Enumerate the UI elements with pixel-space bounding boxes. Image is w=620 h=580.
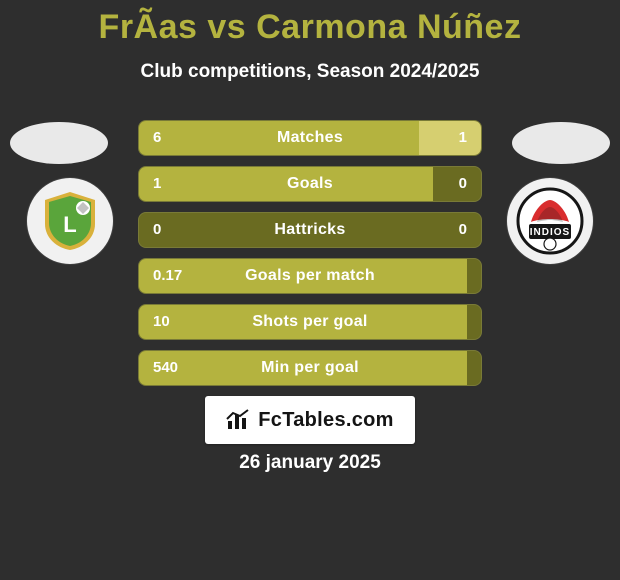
stat-row: 10Shots per goal xyxy=(138,304,482,340)
stat-label: Matches xyxy=(139,121,481,155)
branding-text: FcTables.com xyxy=(258,409,394,432)
leon-badge-icon: L xyxy=(39,190,101,252)
stat-label: Shots per goal xyxy=(139,305,481,339)
stat-label: Goals xyxy=(139,167,481,201)
svg-text:L: L xyxy=(63,212,76,237)
footer-date: 26 january 2025 xyxy=(0,452,620,474)
club-right-badge: INDIOS xyxy=(507,178,593,264)
page-subtitle: Club competitions, Season 2024/2025 xyxy=(0,61,620,83)
club-left-badge: L xyxy=(27,178,113,264)
stat-row: 0.17Goals per match xyxy=(138,258,482,294)
stat-row: 61Matches xyxy=(138,120,482,156)
player-right-photo-placeholder xyxy=(512,122,610,164)
player-left-photo-placeholder xyxy=(10,122,108,164)
stat-row: 540Min per goal xyxy=(138,350,482,386)
indios-badge-icon: INDIOS xyxy=(515,186,585,256)
svg-text:INDIOS: INDIOS xyxy=(530,227,570,238)
stat-label: Goals per match xyxy=(139,259,481,293)
stat-label: Hattricks xyxy=(139,213,481,247)
branding-plate: FcTables.com xyxy=(205,396,415,444)
stat-row: 00Hattricks xyxy=(138,212,482,248)
bar-chart-icon xyxy=(226,409,252,431)
stat-row: 10Goals xyxy=(138,166,482,202)
stat-label: Min per goal xyxy=(139,351,481,385)
page-title: FrÃ­as vs Carmona Núñez xyxy=(0,0,620,47)
stats-container: 61Matches 10Goals 00Hattricks 0.17Goals per… xyxy=(138,120,482,386)
infographic-root: FrÃ­as vs Carmona Núñez Club competition… xyxy=(0,0,620,580)
